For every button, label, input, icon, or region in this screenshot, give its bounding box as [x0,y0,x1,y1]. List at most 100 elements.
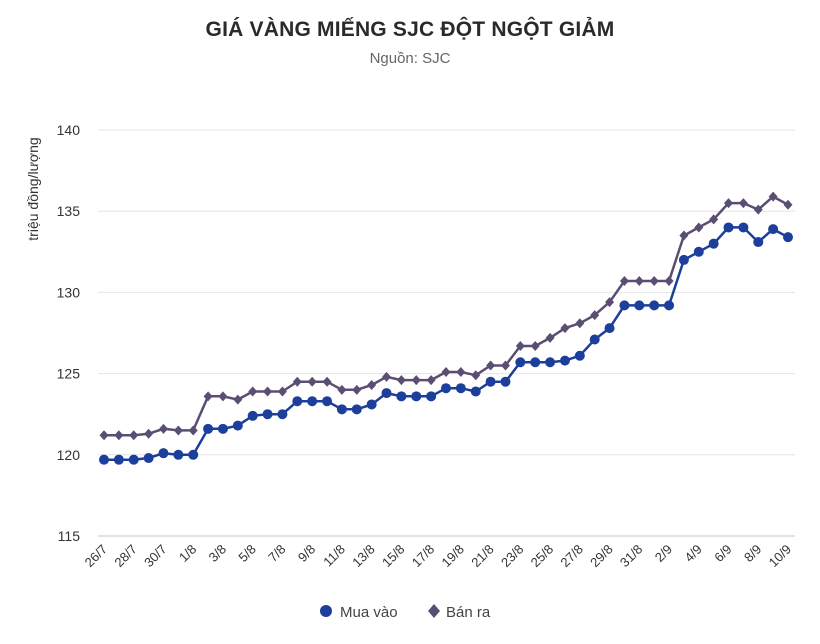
data-point [649,276,659,287]
data-point [693,246,704,257]
data-point [322,396,333,407]
data-point [396,375,406,386]
data-point [589,334,600,345]
data-point [218,391,228,402]
chart-subtitle: Nguồn: SJC [369,50,451,67]
data-point [158,448,169,459]
legend-marker-diamond-icon [428,604,440,618]
y-tick-label: 135 [57,203,81,219]
data-point [411,375,421,386]
data-point [129,430,139,441]
legend-item-ban-ra[interactable]: Bán ra [428,604,491,621]
x-tick-label: 30/7 [141,542,170,571]
data-point [307,376,317,387]
y-axis-label: triệu đồng/lượng [25,137,41,240]
x-tick-label: 3/8 [206,542,229,565]
data-point [188,425,198,436]
data-point [366,399,377,410]
x-tick-label: 21/8 [468,542,497,571]
data-point [590,310,600,321]
data-point [456,366,466,377]
x-tick-label: 29/8 [587,542,616,571]
y-tick-label: 120 [57,447,81,463]
x-tick-label: 15/8 [379,542,408,571]
data-point [322,376,332,387]
data-point [114,430,124,441]
data-point [679,230,689,241]
data-point [723,222,734,233]
data-point [574,350,585,361]
data-point [470,386,481,397]
data-point [530,340,540,351]
y-tick-label: 125 [57,366,81,382]
data-point [277,409,288,420]
legend-marker-circle-icon [320,605,332,617]
data-point [500,376,511,387]
data-point [173,449,184,460]
x-tick-label: 8/9 [741,542,764,565]
data-point [263,386,273,397]
data-point [351,404,362,415]
data-point [709,214,719,225]
data-point [619,300,630,311]
data-point [515,340,525,351]
data-point [233,394,243,405]
x-tick-label: 10/9 [766,542,795,571]
data-point [500,360,510,371]
data-point [396,391,407,402]
x-tick-label: 2/9 [652,542,675,565]
data-point [783,232,793,243]
data-point [248,386,258,397]
data-point [144,428,154,439]
data-point [336,404,347,415]
data-point [99,430,109,441]
data-point [99,454,109,465]
y-tick-label: 140 [57,122,81,138]
data-point [381,388,392,399]
x-tick-label: 26/7 [82,542,111,571]
data-point [678,254,689,265]
data-point [337,384,347,395]
data-point [441,366,451,377]
data-point [232,420,243,431]
data-point [560,323,570,334]
data-point [545,357,556,368]
legend-label-mua-vao: Mua vào [340,604,398,621]
x-tick-label: 7/8 [265,542,288,565]
data-point [664,276,674,287]
data-point [471,370,481,381]
series-ban-ra [99,191,793,441]
data-point [411,391,422,402]
data-point [724,198,734,209]
data-point [455,383,466,394]
y-axis-ticks: 115 120 125 130 135 140 [57,122,81,544]
data-point [768,191,778,202]
data-point [664,300,675,311]
y-tick-label: 115 [58,528,81,544]
x-tick-label: 11/8 [320,542,348,570]
data-point [292,396,303,407]
x-tick-label: 23/8 [498,542,527,571]
data-point [307,396,318,407]
grid-lines [98,129,795,537]
data-point [426,375,436,386]
chart-title: GIÁ VÀNG MIẾNG SJC ĐỘT NGỘT GIẢM [205,18,615,41]
data-point [352,384,362,395]
data-point [247,410,258,421]
data-point [158,423,168,434]
data-point [128,454,139,465]
data-point [708,238,719,249]
data-point [515,357,526,368]
data-point [188,449,199,460]
legend-item-mua-vao[interactable]: Mua vào [320,604,398,621]
x-tick-label: 31/8 [617,542,646,571]
data-point [604,323,615,334]
data-point [203,391,213,402]
legend-label-ban-ra: Bán ra [446,604,491,621]
data-point [217,423,228,434]
x-tick-label: 6/9 [711,542,734,565]
legend[interactable]: Mua vào Bán ra [320,604,491,621]
data-point [575,318,585,329]
data-point [203,423,214,434]
data-point [634,276,644,287]
